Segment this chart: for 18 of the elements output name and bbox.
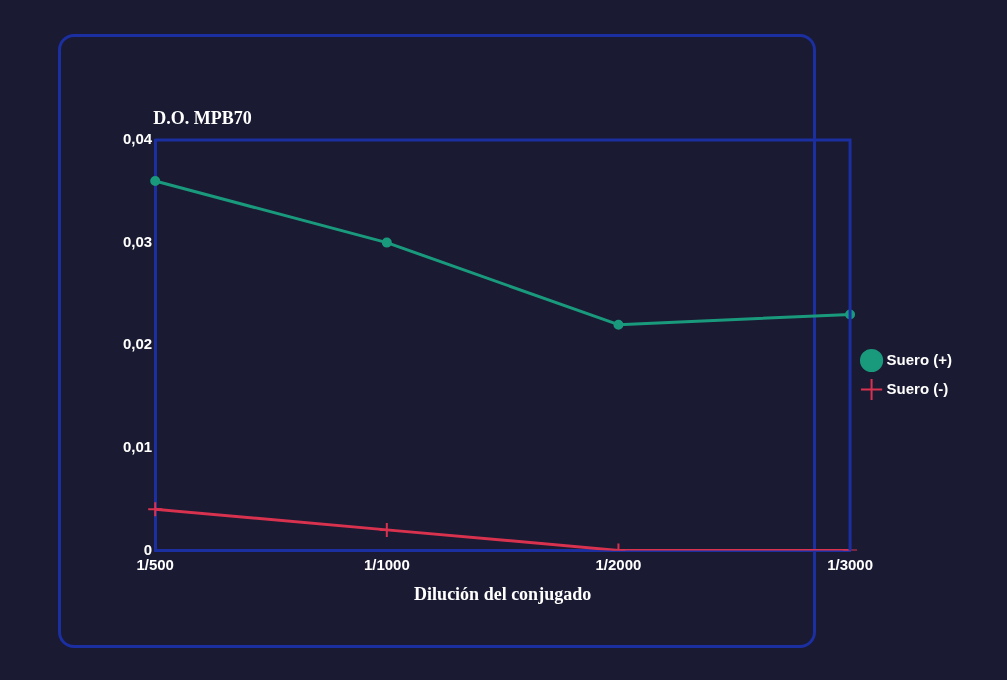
point: [150, 176, 161, 187]
point: [378, 521, 395, 538]
x-tick-label: 1/500: [136, 555, 174, 573]
x-axis-title: Dilución del conjugado: [414, 583, 592, 604]
y-tick-label: 0: [143, 540, 153, 558]
y-axis-title: D.O. MPB70: [153, 107, 252, 128]
y-tick-label: 0,02: [122, 335, 153, 353]
legend-label: Suero (+): [886, 350, 953, 368]
y-tick-label: 0,03: [122, 232, 153, 250]
y-tick-label: 0,04: [122, 130, 153, 148]
point: [147, 501, 164, 518]
x-tick-label: 1/1000: [363, 555, 410, 573]
y-tick-label: 0,01: [122, 437, 153, 455]
point: [613, 319, 624, 330]
x-tick-label: 1/3000: [827, 555, 874, 573]
legend-label: Suero (-): [886, 379, 949, 397]
x-tick-label: 1/2000: [595, 555, 642, 573]
point: [381, 237, 392, 248]
